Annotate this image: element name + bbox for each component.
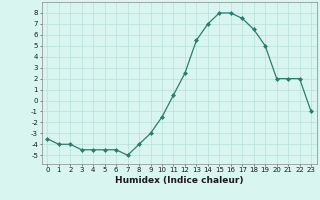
X-axis label: Humidex (Indice chaleur): Humidex (Indice chaleur) [115, 176, 244, 185]
